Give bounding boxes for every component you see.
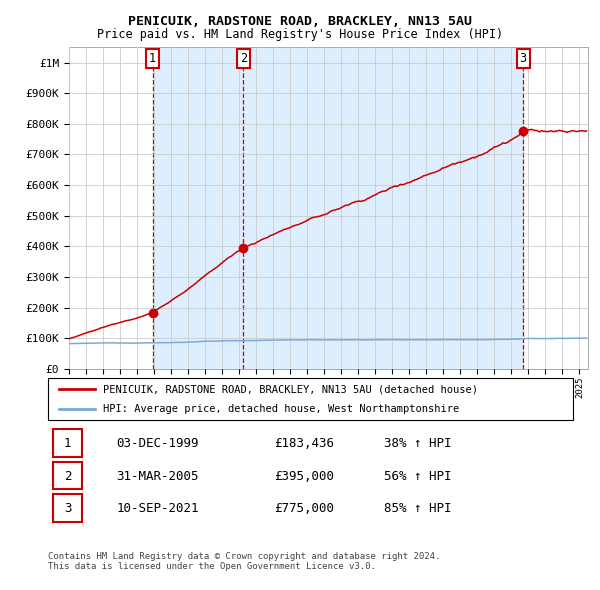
- Text: £775,000: £775,000: [274, 502, 334, 516]
- Text: Price paid vs. HM Land Registry's House Price Index (HPI): Price paid vs. HM Land Registry's House …: [97, 28, 503, 41]
- Text: 1: 1: [64, 437, 71, 451]
- FancyBboxPatch shape: [53, 462, 82, 489]
- Text: 3: 3: [64, 502, 71, 516]
- Text: 38% ↑ HPI: 38% ↑ HPI: [384, 437, 452, 451]
- Text: PENICUIK, RADSTONE ROAD, BRACKLEY, NN13 5AU: PENICUIK, RADSTONE ROAD, BRACKLEY, NN13 …: [128, 15, 472, 28]
- FancyBboxPatch shape: [53, 494, 82, 522]
- Text: 85% ↑ HPI: 85% ↑ HPI: [384, 502, 452, 516]
- FancyBboxPatch shape: [48, 378, 573, 420]
- Bar: [152, 47, 523, 369]
- Text: £395,000: £395,000: [274, 470, 334, 483]
- Text: 2: 2: [240, 52, 247, 65]
- Text: 10-SEP-2021: 10-SEP-2021: [116, 502, 199, 516]
- Text: 31-MAR-2005: 31-MAR-2005: [116, 470, 199, 483]
- Text: 03-DEC-1999: 03-DEC-1999: [116, 437, 199, 451]
- Text: 56% ↑ HPI: 56% ↑ HPI: [384, 470, 452, 483]
- Text: PENICUIK, RADSTONE ROAD, BRACKLEY, NN13 5AU (detached house): PENICUIK, RADSTONE ROAD, BRACKLEY, NN13 …: [103, 384, 478, 394]
- Text: 2: 2: [64, 470, 71, 483]
- Text: HPI: Average price, detached house, West Northamptonshire: HPI: Average price, detached house, West…: [103, 404, 460, 414]
- Text: 3: 3: [520, 52, 527, 65]
- Text: Contains HM Land Registry data © Crown copyright and database right 2024.
This d: Contains HM Land Registry data © Crown c…: [48, 552, 440, 571]
- FancyBboxPatch shape: [53, 430, 82, 457]
- Text: £183,436: £183,436: [274, 437, 334, 451]
- Text: 1: 1: [149, 52, 156, 65]
